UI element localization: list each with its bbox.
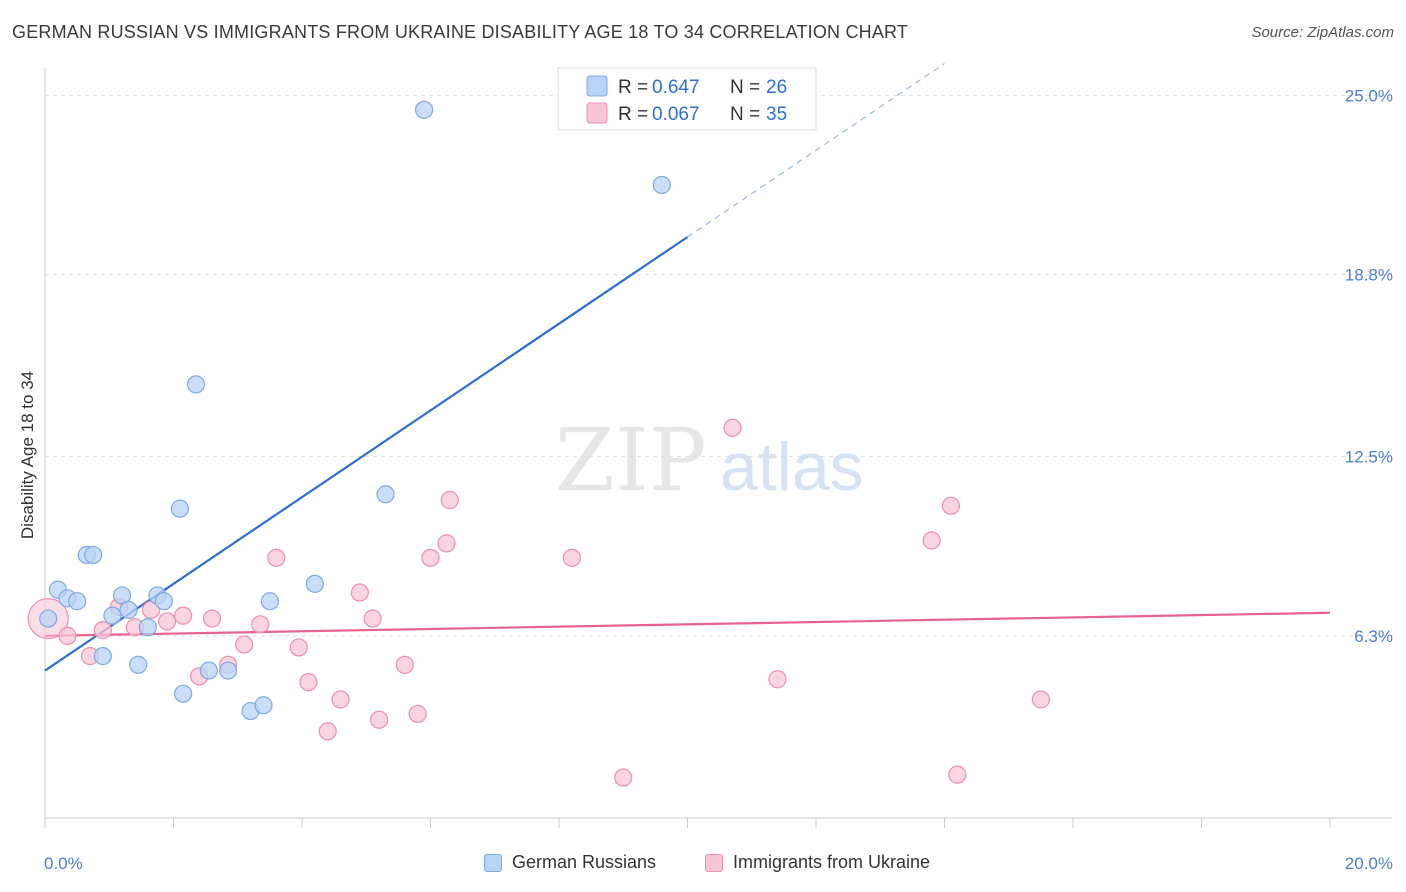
point-immigrants-ukraine — [157, 612, 177, 631]
point-german-russians — [138, 618, 157, 637]
point-german-russians — [39, 609, 58, 628]
point-immigrants-ukraine — [1031, 690, 1050, 709]
point-german-russians — [154, 592, 173, 611]
axes — [44, 68, 1392, 819]
point-immigrants-ukraine — [267, 548, 286, 567]
point-immigrants-ukraine — [941, 496, 961, 515]
trend-line-immigrants-ukraine — [44, 611, 1331, 637]
point-immigrants-ukraine — [251, 615, 270, 634]
legend-r-value-2: 0.067 — [652, 104, 700, 125]
y-axis-label: Disability Age 18 to 34 — [18, 371, 37, 539]
point-immigrants-ukraine — [440, 490, 459, 510]
point-german-russians — [84, 545, 103, 565]
bottom-legend: German Russians Immigrants from Ukraine — [0, 850, 1406, 880]
point-immigrants-ukraine — [922, 531, 941, 550]
legend-r-label-1: R = — [618, 77, 648, 98]
source-label: Source: ZipAtlas.com — [1251, 24, 1394, 41]
point-immigrants-ukraine — [289, 638, 308, 657]
point-german-russians — [376, 485, 395, 504]
point-immigrants-ukraine — [350, 583, 369, 602]
y-tick-label: 25.0% — [1345, 86, 1393, 105]
bottom-legend-swatch-pink — [705, 853, 723, 872]
point-immigrants-ukraine — [174, 606, 193, 625]
y-tick-label: 12.5% — [1345, 448, 1393, 467]
point-immigrants-ukraine — [948, 765, 967, 784]
point-german-russians — [199, 661, 218, 680]
point-immigrants-ukraine — [363, 609, 382, 628]
point-immigrants-ukraine — [421, 548, 440, 567]
legend-n-value-1: 26 — [766, 77, 787, 98]
point-immigrants-ukraine — [370, 710, 389, 729]
y-tick-label: 18.8% — [1345, 266, 1393, 285]
point-german-russians — [68, 592, 87, 611]
point-german-russians — [174, 684, 193, 703]
watermark-atlas: atlas — [720, 429, 864, 505]
point-immigrants-ukraine — [562, 548, 581, 567]
legend-r-label-2: R = — [618, 104, 648, 125]
x-tick-label-min: 0.0% — [44, 854, 83, 873]
point-immigrants-ukraine — [93, 621, 112, 640]
legend-swatch-immigrants-ukraine — [586, 102, 608, 124]
legend-r-value-1: 0.647 — [652, 77, 700, 98]
point-immigrants-ukraine — [614, 768, 633, 787]
x-ticks: 0.0% 20.0% — [44, 818, 1393, 873]
trend-line-german-russians-extension — [687, 63, 945, 238]
bottom-legend-item-immigrants-ukraine: Immigrants from Ukraine — [705, 852, 930, 873]
point-immigrants-ukraine — [437, 534, 456, 553]
watermark-zip: ZIP — [555, 411, 707, 511]
bottom-legend-label-immigrants-ukraine: Immigrants from Ukraine — [733, 852, 931, 872]
point-german-russians — [119, 600, 138, 619]
top-legend: R = 0.647 N = 26 R = 0.067 N = 35 — [557, 67, 817, 131]
point-german-russians — [260, 592, 279, 611]
point-immigrants-ukraine — [318, 722, 337, 741]
bottom-legend-label-german-russians: German Russians — [512, 852, 657, 872]
point-german-russians — [170, 499, 190, 518]
y-tick-label: 6.3% — [1354, 627, 1393, 646]
point-german-russians — [652, 175, 671, 195]
legend-n-value-2: 35 — [766, 104, 787, 125]
point-immigrants-ukraine — [395, 655, 414, 674]
point-immigrants-ukraine — [408, 704, 427, 724]
point-immigrants-ukraine — [299, 673, 318, 692]
point-german-russians — [103, 606, 122, 625]
scatter-points — [27, 100, 1050, 787]
point-immigrants-ukraine — [202, 609, 222, 628]
legend-n-label-2: N = — [730, 104, 760, 125]
point-german-russians — [93, 647, 112, 666]
point-german-russians — [305, 574, 324, 593]
point-german-russians — [414, 100, 434, 119]
point-german-russians — [254, 696, 273, 715]
trend-lines — [44, 63, 1331, 672]
x-tick-label-max: 20.0% — [1345, 854, 1393, 873]
point-immigrants-ukraine — [235, 635, 254, 654]
point-immigrants-ukraine — [331, 690, 350, 709]
bottom-legend-swatch-blue — [484, 853, 502, 872]
point-german-russians — [186, 375, 206, 394]
point-german-russians — [129, 655, 148, 674]
legend-n-label-1: N = — [730, 77, 760, 98]
bottom-legend-item-german-russians: German Russians — [484, 852, 656, 873]
point-german-russians — [219, 661, 238, 680]
y-tick-labels: 6.3% 12.5% 18.8% 25.0% — [1345, 86, 1393, 646]
point-immigrants-ukraine — [723, 418, 742, 437]
point-immigrants-ukraine — [768, 670, 787, 689]
legend-swatch-german-russians — [586, 75, 608, 97]
point-immigrants-ukraine — [58, 626, 77, 645]
chart-title: GERMAN RUSSIAN VS IMMIGRANTS FROM UKRAIN… — [12, 22, 909, 42]
gridlines — [45, 94, 1392, 637]
